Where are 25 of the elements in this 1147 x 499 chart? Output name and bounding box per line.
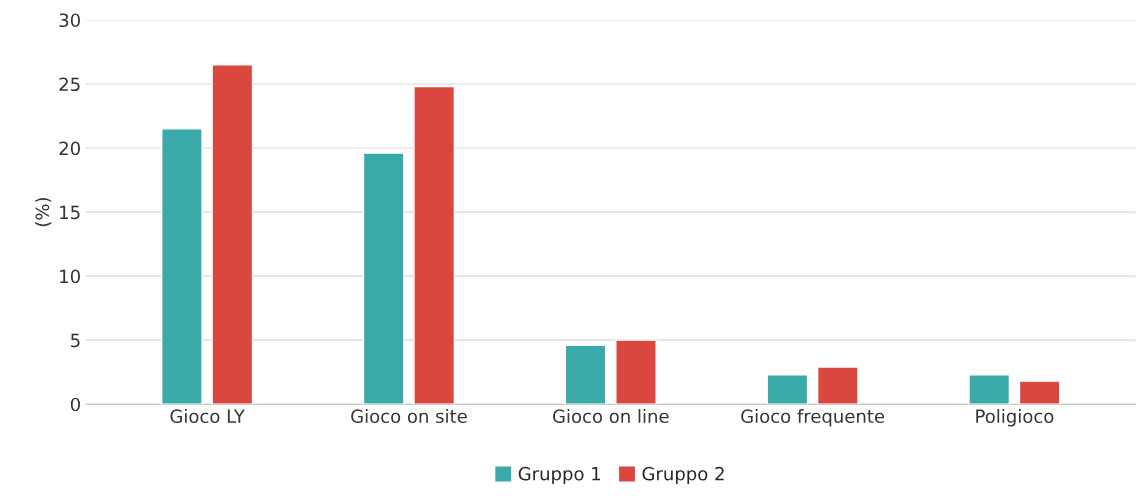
x-tick-label: Gioco frequente xyxy=(741,409,885,427)
y-tick-label: 25 xyxy=(59,77,80,92)
bar xyxy=(1018,380,1061,405)
y-tick-label: 5 xyxy=(71,333,80,348)
bar xyxy=(161,128,203,405)
bar xyxy=(968,374,1011,405)
bar xyxy=(413,85,456,405)
y-tick-label: 15 xyxy=(60,205,80,220)
y-tick-label: 20 xyxy=(59,141,80,156)
bar xyxy=(362,152,405,405)
bar xyxy=(816,366,859,405)
x-tick-label: Gioco LY xyxy=(170,409,245,424)
legend-label: Gruppo 2 xyxy=(642,466,724,485)
bar xyxy=(615,339,657,405)
y-tick-label: 10 xyxy=(60,269,80,284)
y-tick-label: 30 xyxy=(59,13,80,28)
y-axis-title: (%) xyxy=(35,198,52,227)
bar xyxy=(211,64,254,405)
x-tick-label: Gioco on line xyxy=(553,409,669,424)
bar xyxy=(766,374,809,405)
legend-label: Gruppo 1 xyxy=(518,466,601,485)
x-tick-label: Poligioco xyxy=(976,409,1054,427)
bar xyxy=(564,344,607,405)
x-tick-label: Gioco on site xyxy=(351,409,467,424)
y-tick-label: 0 xyxy=(70,397,80,412)
